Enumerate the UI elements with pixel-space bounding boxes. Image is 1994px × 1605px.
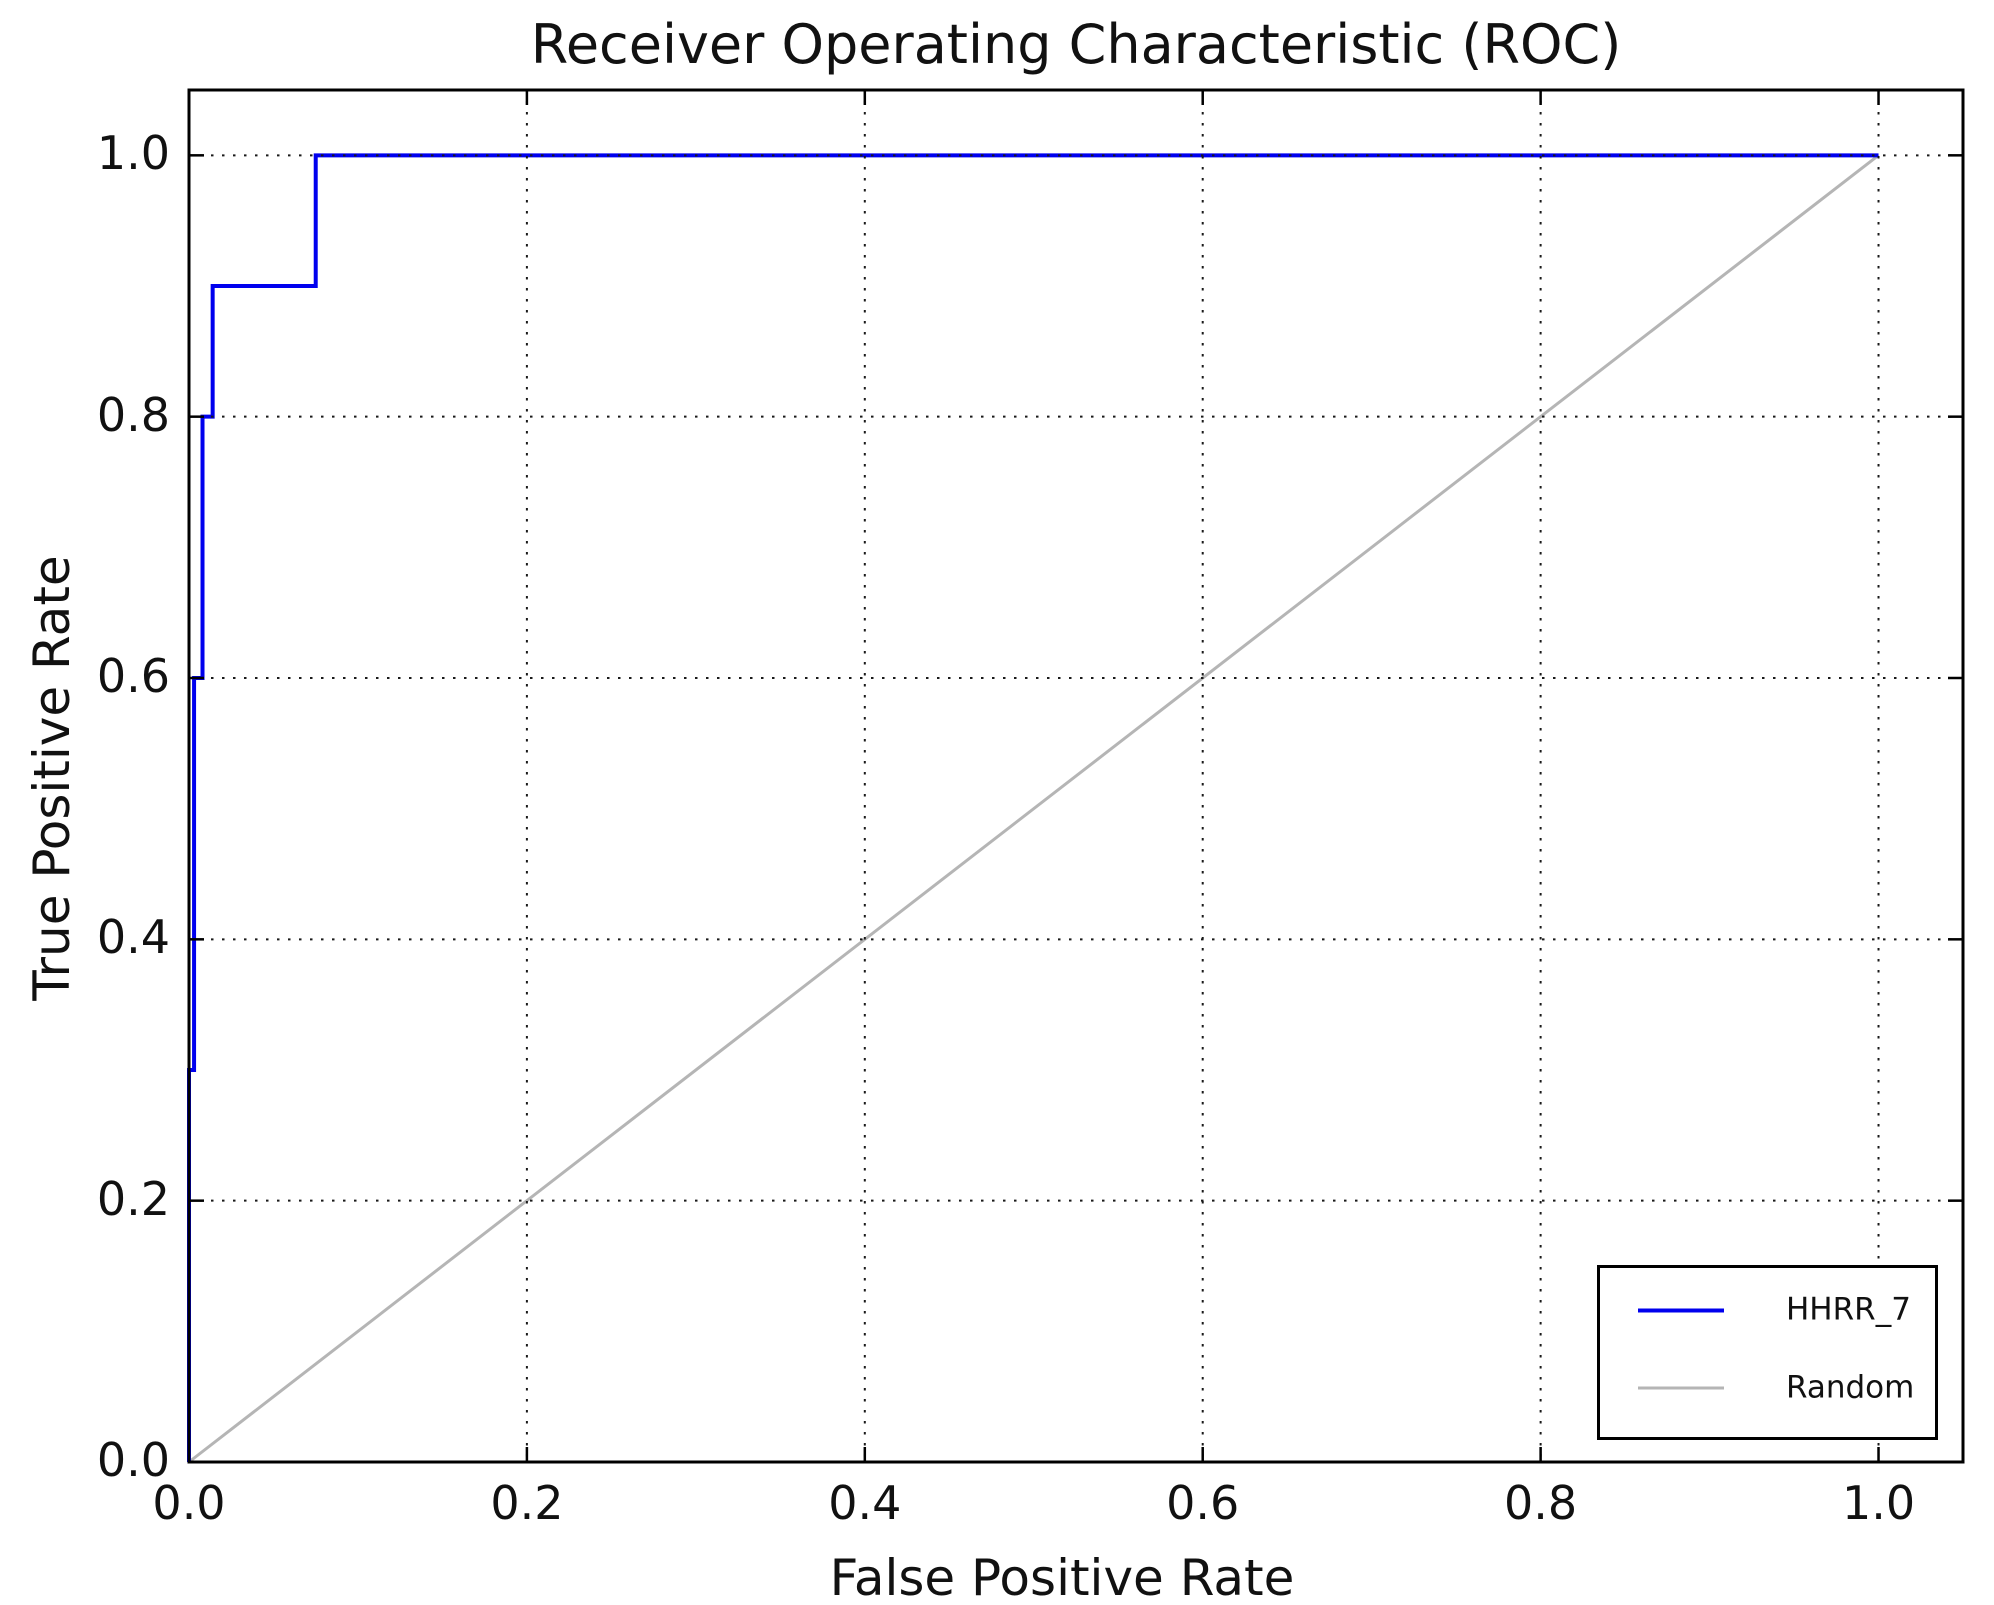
y-tick-label: 0.6 [96,649,170,704]
chart-title: Receiver Operating Characteristic (ROC) [530,13,1622,76]
legend-label-hhrr7: HHRR_7 [1786,1291,1911,1328]
legend-entry-random: Random [1638,1369,1915,1406]
x-tick-label: 1.0 [1841,1476,1916,1530]
legend-line-sample-random [1638,1386,1724,1390]
y-tick-label: 0.8 [96,387,170,442]
y-tick-label: 0.2 [96,1171,170,1226]
x-axis-label: False Positive Rate [829,1549,1295,1605]
series-line-random [188,154,1880,1464]
plot-border [187,88,1965,1464]
y-tick-label: 0.0 [96,1433,170,1488]
x-tick-label: 0.4 [828,1476,902,1530]
x-tick-label: 0.8 [1504,1476,1578,1530]
legend-entry-hhrr7: HHRR_7 [1638,1291,1911,1328]
legend: HHRR_7 Random [1597,1265,1938,1440]
x-tick-label: 0.2 [490,1476,564,1530]
x-tick-label: 0.6 [1166,1476,1240,1530]
y-tick-label: 0.4 [96,910,170,965]
x-tick-label: 0.0 [152,1476,226,1530]
y-tick-label: 1.0 [96,126,170,181]
legend-line-sample-hhrr7 [1638,1308,1724,1312]
legend-label-random: Random [1786,1369,1915,1406]
